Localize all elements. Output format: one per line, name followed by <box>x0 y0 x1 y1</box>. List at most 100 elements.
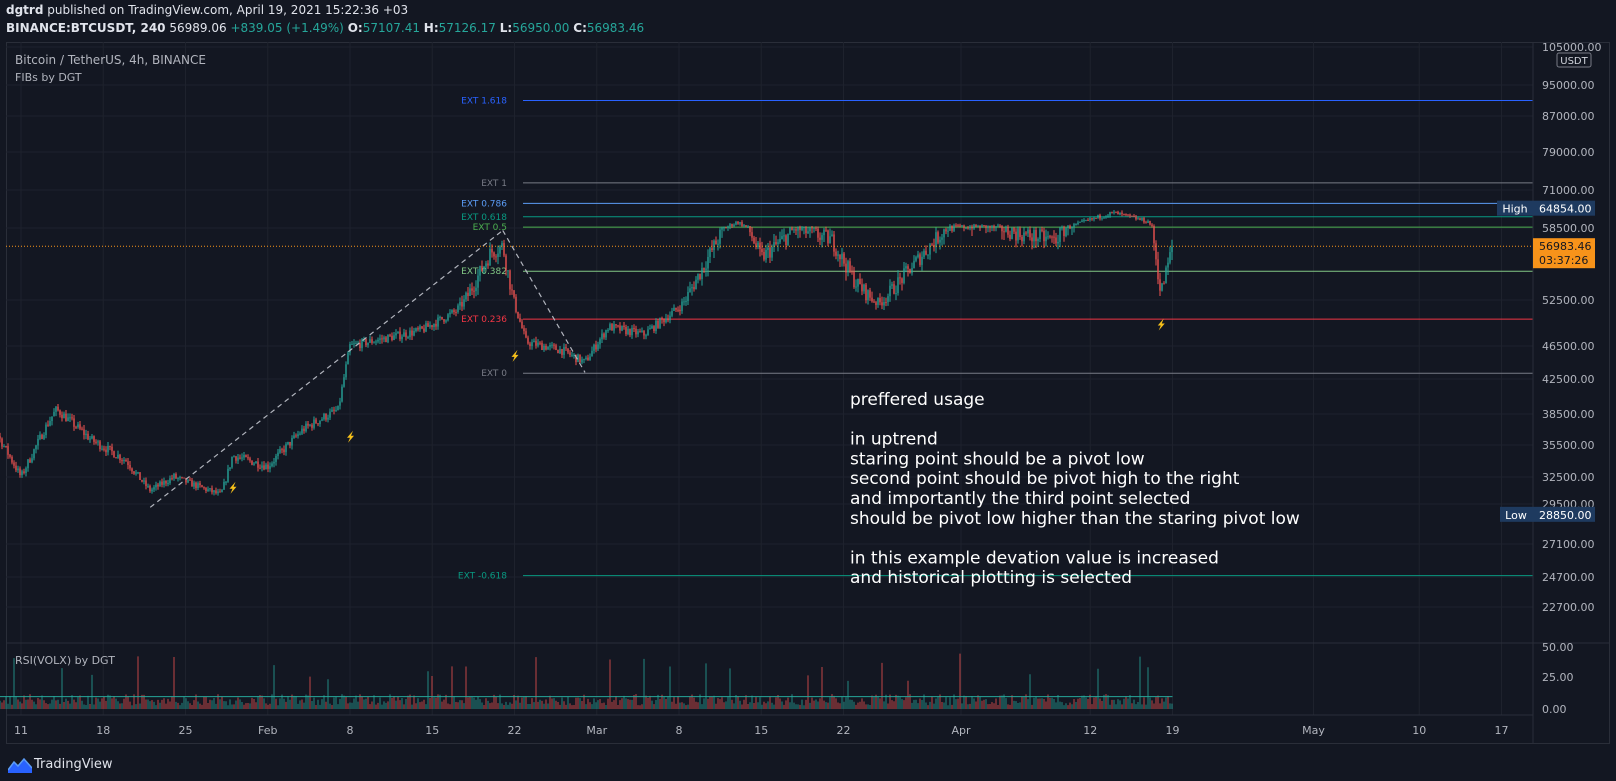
candle-body <box>1139 218 1141 220</box>
candle-body <box>851 271 853 273</box>
indicator-name[interactable]: FIBs by DGT <box>15 71 82 84</box>
candle-body <box>205 487 207 492</box>
candle-body <box>323 413 325 420</box>
candle-body <box>277 452 279 457</box>
pivot-connector-line[interactable] <box>149 229 504 508</box>
pivot-connector-line[interactable] <box>502 230 586 373</box>
candle-body <box>901 278 903 283</box>
candle-body <box>485 263 487 267</box>
candle-body <box>903 268 905 283</box>
time-axis-label: 15 <box>425 724 439 737</box>
candle-body <box>63 413 65 419</box>
candle-body <box>13 462 15 466</box>
candle-body <box>841 253 843 260</box>
candle-body <box>417 328 419 330</box>
candle-body <box>869 290 871 298</box>
candle-body <box>857 278 859 287</box>
candle-body <box>311 424 313 428</box>
candle-body <box>865 284 867 301</box>
candle-body <box>215 490 217 494</box>
price-axis-label: 105000.00 <box>1542 41 1602 54</box>
candle-body <box>0 436 1 439</box>
tradingview-brand[interactable]: TradingView <box>34 757 113 772</box>
candle-body <box>819 237 821 240</box>
lightning-signal-icon[interactable] <box>1157 318 1165 331</box>
candle-body <box>937 232 939 243</box>
price-axis-label: 95000.00 <box>1542 79 1595 92</box>
candle-body <box>511 289 513 291</box>
low-badge: Low 28850.00 <box>1500 506 1595 522</box>
low-badge-label: Low <box>1505 509 1527 522</box>
candle-body <box>1049 236 1051 238</box>
candle-body <box>563 347 565 355</box>
candle-body <box>1041 229 1043 231</box>
price-axis-label: 22700.00 <box>1542 601 1595 614</box>
candle-body <box>787 233 789 245</box>
candle-body <box>177 478 179 480</box>
symbol-label[interactable]: BINANCE:BTCUSDT, 240 <box>6 21 166 35</box>
lightning-signal-icon[interactable] <box>229 481 237 494</box>
candle-body <box>533 340 535 343</box>
candle-body <box>849 261 851 272</box>
candle-body <box>11 456 13 463</box>
candle-body <box>249 458 251 461</box>
candle-body <box>183 477 185 479</box>
candle-body <box>509 270 511 290</box>
currency-badge-box[interactable] <box>1556 52 1592 68</box>
candle-body <box>285 444 287 453</box>
candle-body <box>473 290 475 292</box>
candle-body <box>501 243 503 247</box>
candle-body <box>483 266 485 272</box>
time-axis-label: Mar <box>586 724 607 737</box>
candle-body <box>1015 231 1017 241</box>
candle-body <box>1109 212 1111 216</box>
rsi-panel-title[interactable]: RSI(VOLX) by DGT <box>15 654 115 667</box>
candle-body <box>251 460 253 465</box>
candle-body <box>173 474 175 479</box>
candle-body <box>761 248 763 252</box>
candle-body <box>859 278 861 285</box>
candle-body <box>157 484 159 487</box>
candle-body <box>979 225 981 228</box>
candle-body <box>35 445 37 450</box>
candle-body <box>839 254 841 260</box>
candle-body <box>781 236 783 239</box>
candle-body <box>739 222 741 224</box>
candle-body <box>807 231 809 234</box>
candle-body <box>615 324 617 326</box>
candle-body <box>799 226 801 230</box>
candle-body <box>1165 267 1167 284</box>
candle-body <box>795 229 797 231</box>
candle-body <box>305 423 307 432</box>
candle-body <box>25 468 27 473</box>
lightning-signal-icon[interactable] <box>347 430 354 443</box>
candle-body <box>579 354 581 363</box>
candle-body <box>245 455 247 458</box>
tradingview-logo-icon[interactable] <box>8 757 32 773</box>
candle-body <box>879 298 881 303</box>
candle-body <box>1011 227 1013 240</box>
chart-frame[interactable] <box>6 42 1610 744</box>
candle-body <box>353 343 355 345</box>
lightning-signal-icon[interactable] <box>511 349 519 362</box>
candle-body <box>1029 229 1031 238</box>
price-axis: 105000.00 95000.00 87000.00 79000.00 71000.0… <box>1542 41 1602 614</box>
price-axis-label: 79000.00 <box>1542 146 1595 159</box>
candle-body <box>1005 226 1007 232</box>
candle-body <box>361 339 363 349</box>
candle-body <box>103 448 105 450</box>
candle-body <box>905 266 907 269</box>
candle-body <box>687 291 689 302</box>
candle-body <box>291 438 293 446</box>
candle-body <box>889 285 891 297</box>
candle-body <box>43 435 45 439</box>
candle-body <box>639 331 641 333</box>
candle-body <box>557 349 559 354</box>
candle-body <box>373 342 375 344</box>
candle-body <box>53 411 55 417</box>
candle-body <box>23 471 25 473</box>
publisher-name[interactable]: dgtrd <box>6 3 44 17</box>
